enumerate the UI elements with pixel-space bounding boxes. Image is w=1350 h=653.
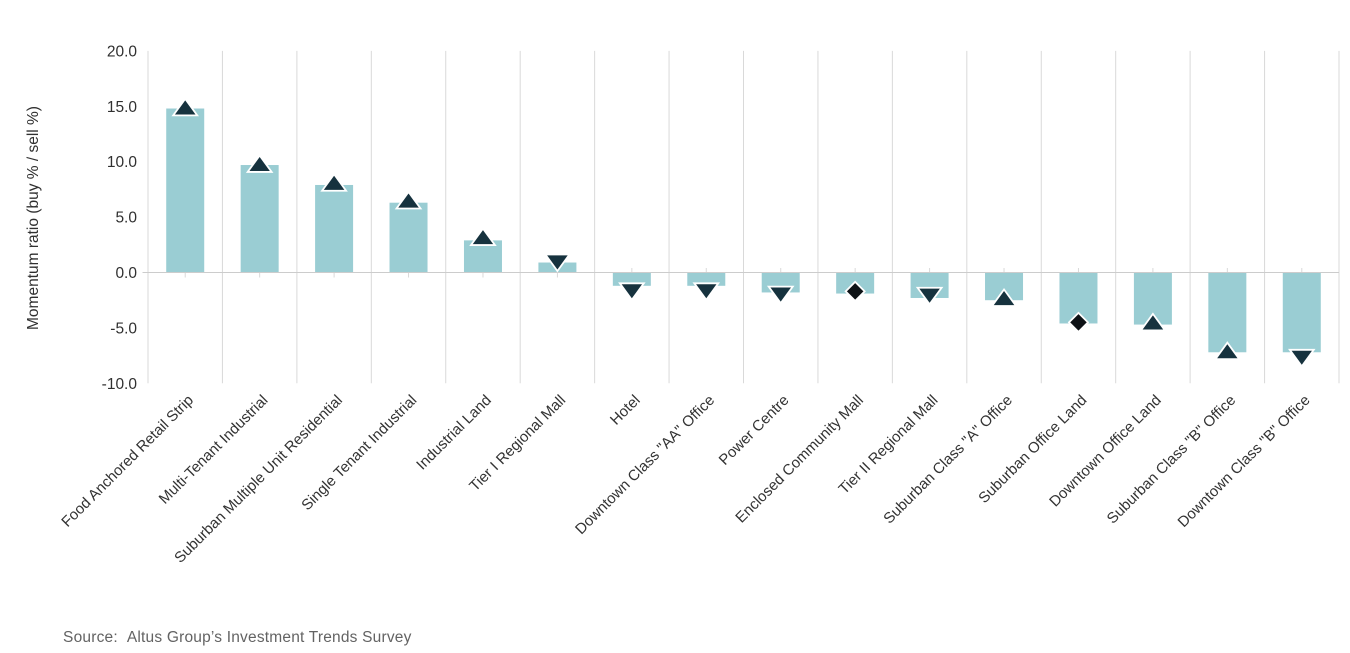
marker-up-triangle — [469, 227, 497, 246]
marker-up-triangle — [990, 287, 1018, 307]
y-tick-label: -10.0 — [102, 376, 138, 393]
x-category-label: Enclosed Community Mall — [732, 392, 867, 527]
y-tick-label: 20.0 — [107, 43, 138, 60]
source-text: Altus Group’s Investment Trends Survey — [126, 629, 412, 646]
marker-up-triangle — [394, 190, 423, 210]
x-category-label: Downtown Class "B" Office — [1175, 392, 1314, 531]
marker-up-triangle — [320, 172, 348, 192]
bar — [166, 108, 205, 273]
marker-up-triangle — [171, 97, 199, 117]
marker-diamond-icon — [844, 280, 866, 303]
x-category-label: Food Anchored Retail Strip — [58, 392, 197, 531]
marker-down-triangle — [766, 285, 795, 305]
y-tick-label: -5.0 — [110, 320, 137, 337]
marker-down-triangle — [543, 253, 572, 273]
bar — [389, 202, 428, 273]
y-tick-label: 15.0 — [107, 99, 138, 116]
x-category-label: Downtown Class "AA" Office — [572, 392, 718, 538]
bar — [1208, 272, 1247, 353]
marker-down-triangle — [1288, 348, 1316, 368]
source-line: Source: Altus Group’s Investment Trends S… — [45, 611, 412, 653]
source-label: Source: — [63, 629, 118, 646]
x-category-label: Hotel — [607, 392, 644, 429]
marker-down-triangle — [915, 286, 944, 306]
x-category-label: Suburban Class "B" Office — [1104, 392, 1239, 527]
x-category-label: Industrial Land — [413, 392, 495, 474]
x-category-label: Suburban Class "A" Office — [880, 392, 1015, 527]
bar — [240, 165, 279, 273]
marker-diamond-icon — [1067, 311, 1090, 334]
marker-up-triangle — [1213, 341, 1242, 361]
y-axis-title: Momentum ratio (buy % / sell %) — [25, 106, 42, 330]
y-tick-label: 0.0 — [115, 265, 137, 282]
y-tick-label: 10.0 — [107, 154, 138, 171]
marker-up-triangle — [245, 153, 274, 173]
marker-up-triangle — [1139, 312, 1167, 332]
marker-down-triangle — [692, 282, 721, 302]
bar — [1282, 272, 1321, 353]
bar — [315, 184, 354, 273]
marker-down-triangle — [618, 282, 646, 302]
y-tick-label: 5.0 — [115, 210, 137, 227]
x-category-label: Power Centre — [716, 392, 793, 469]
